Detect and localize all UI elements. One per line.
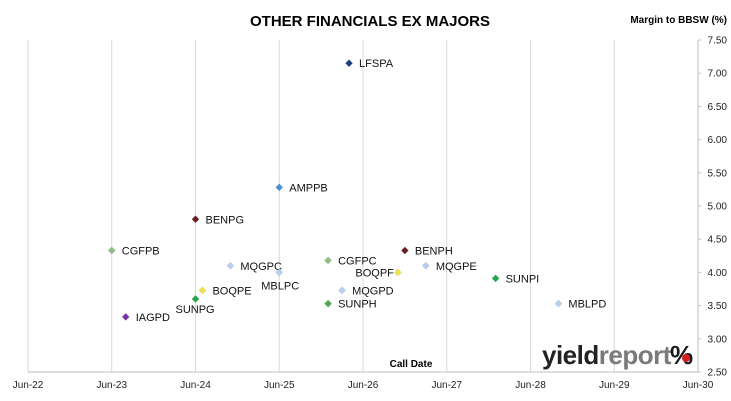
data-point-sunpg: SUNPG (176, 295, 215, 316)
point-marker (421, 261, 430, 270)
x-tick-label: Jun-27 (431, 380, 462, 391)
point-marker (198, 286, 207, 295)
x-axis-label: Call Date (390, 359, 433, 370)
x-tick-label: Jun-28 (515, 380, 546, 391)
y-tick-label: 5.50 (708, 168, 728, 179)
y-tick-label: 4.00 (708, 268, 728, 279)
data-point-sunph: SUNPH (324, 299, 377, 311)
point-label: BOQPF (355, 267, 394, 279)
svg-text:%: % (670, 340, 693, 370)
point-marker (191, 215, 200, 224)
y-tick-label: 3.50 (708, 301, 728, 312)
point-label: SUNPI (506, 273, 540, 285)
data-points: LFSPA AMPPB BENPG CGFPB MQGPC CGFPC BENPH MQGPE… (107, 58, 606, 324)
point-label: MQGPC (240, 261, 282, 273)
x-tick-label: Jun-29 (599, 380, 630, 391)
point-marker (107, 246, 116, 255)
data-point-amppb: AMPPB (275, 182, 328, 194)
point-label: MBLPC (261, 280, 299, 292)
data-point-cgfpb: CGFPB (107, 245, 160, 257)
point-marker (324, 299, 333, 308)
y-tick-label: 7.00 (708, 69, 728, 80)
point-label: BOQPE (212, 285, 251, 297)
point-label: MQGPD (352, 285, 394, 297)
data-point-mqgpc: MQGPC (226, 261, 282, 273)
data-point-mqgpd: MQGPD (338, 285, 394, 297)
x-tick-label: Jun-22 (13, 380, 44, 391)
point-label: CGFPC (338, 255, 377, 267)
point-marker (554, 299, 563, 308)
data-point-lfspa: LFSPA (345, 58, 394, 70)
y-tick-label: 7.50 (708, 36, 728, 47)
data-point-boqpf: BOQPF (355, 267, 402, 279)
data-point-boqpe: BOQPE (198, 285, 252, 297)
yieldreport-logo: yieldreport % (542, 340, 693, 370)
data-point-mblpc: MBLPC (261, 268, 299, 292)
point-marker (338, 286, 347, 295)
x-tick-label: Jun-25 (264, 380, 295, 391)
axes (28, 39, 701, 373)
y-tick-label: 2.50 (708, 368, 728, 379)
data-point-mblpd: MBLPD (554, 299, 606, 311)
x-tick-label: Jun-30 (683, 380, 714, 391)
point-label: BENPG (206, 214, 245, 226)
y-tick-label: 4.50 (708, 235, 728, 246)
x-tick-label: Jun-24 (180, 380, 211, 391)
point-label: LFSPA (359, 58, 394, 70)
point-marker (345, 59, 353, 68)
x-tick-label: Jun-26 (348, 380, 379, 391)
data-point-iagpd: IAGPD (121, 312, 170, 324)
point-label: SUNPH (338, 299, 377, 311)
data-point-benpg: BENPG (191, 214, 245, 226)
point-marker (275, 183, 284, 192)
y-tick-label: 6.50 (708, 102, 728, 113)
point-label: IAGPD (136, 312, 170, 324)
y-tick-labels: 2.50 3.00 3.50 4.00 4.50 5.00 5.50 6.00 6.50 7.00… (708, 36, 728, 379)
point-marker (121, 312, 130, 321)
y-tick-label: 3.00 (708, 334, 728, 345)
point-marker (393, 268, 402, 277)
data-point-cgfpc: CGFPC (324, 255, 377, 267)
point-marker (275, 268, 284, 277)
point-label: SUNPG (176, 304, 215, 316)
logo-red-dot (682, 354, 690, 362)
y-axis-label: Margin to BBSW (%) (630, 15, 727, 26)
y-tick-label: 6.00 (708, 135, 728, 146)
point-marker (400, 246, 409, 255)
chart-title: OTHER FINANCIALS EX MAJORS (250, 13, 490, 30)
point-label: MQGPE (436, 261, 477, 273)
x-tick-label: Jun-23 (96, 380, 127, 391)
point-label: CGFPB (122, 245, 160, 257)
point-marker (324, 256, 333, 265)
y-tick-label: 5.00 (708, 202, 728, 213)
svg-text:yieldreport: yieldreport (542, 340, 672, 370)
point-marker (191, 295, 200, 303)
x-tick-labels: Jun-22 Jun-23 Jun-24 Jun-25 Jun-26 Jun-27 Jun-… (13, 380, 714, 391)
point-marker (226, 261, 235, 270)
data-point-mqgpe: MQGPE (421, 261, 477, 273)
grid-lines (27, 40, 699, 372)
point-marker (491, 274, 500, 283)
point-label: AMPPB (289, 182, 328, 194)
point-label: BENPH (415, 245, 453, 257)
data-point-sunpi: SUNPI (491, 273, 540, 285)
point-label: MBLPD (568, 299, 606, 311)
data-point-benph: BENPH (400, 245, 453, 257)
